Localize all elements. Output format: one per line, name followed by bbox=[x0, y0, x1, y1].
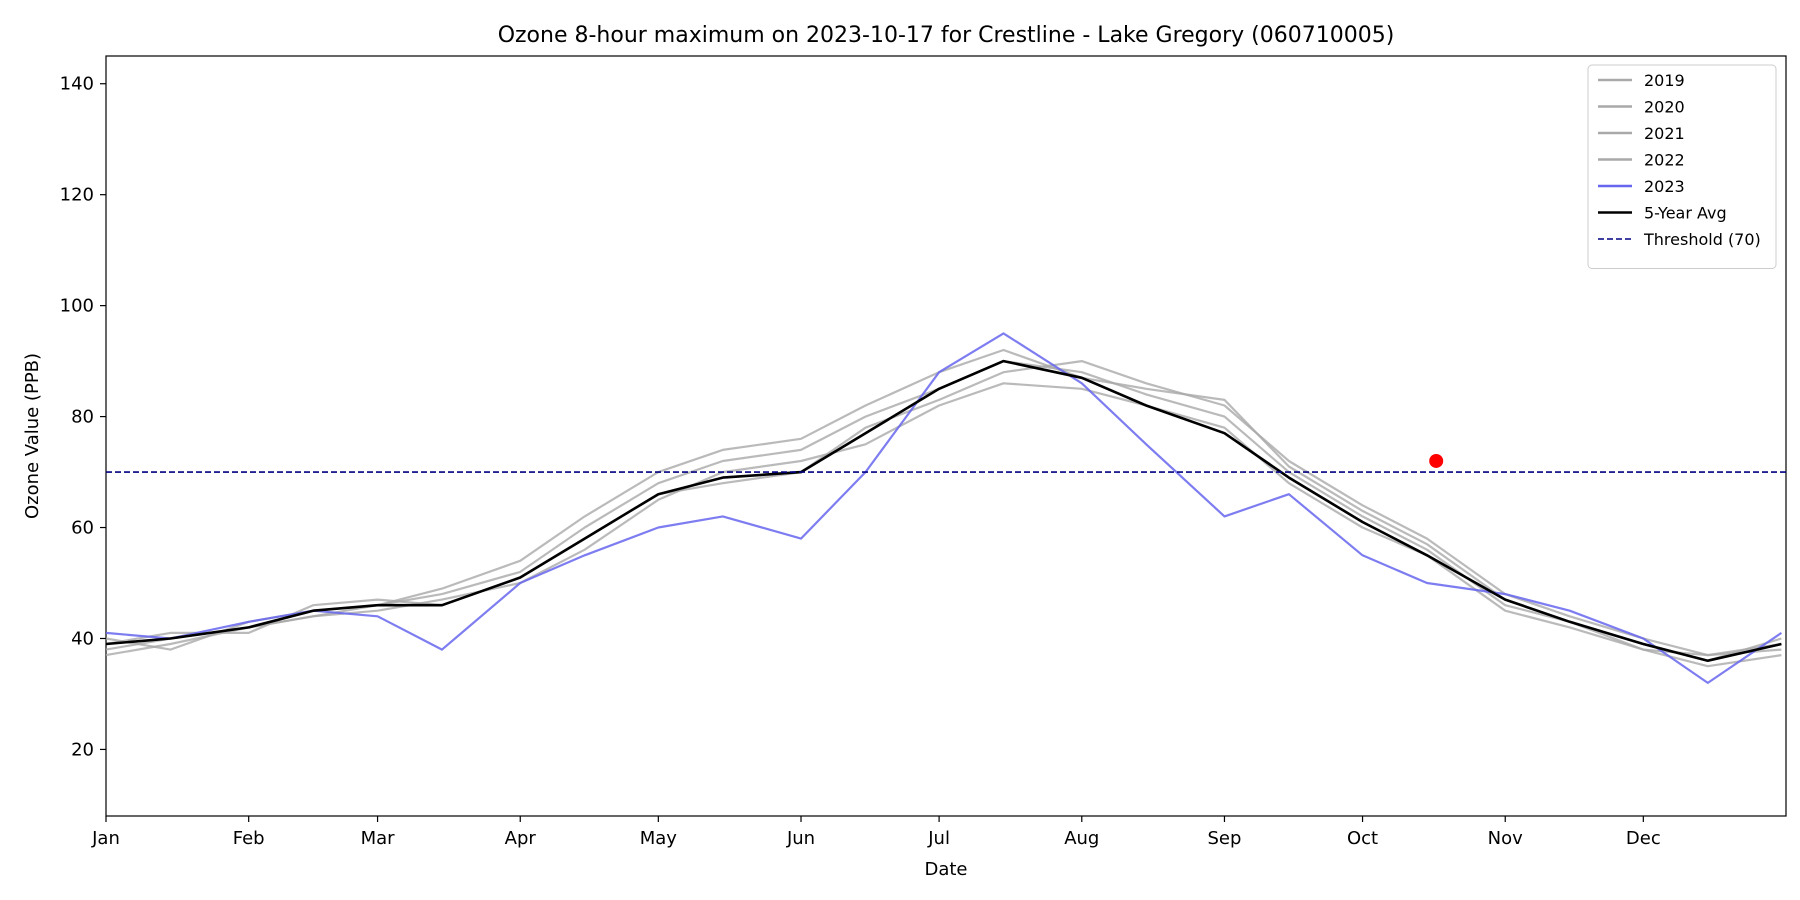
x-tick-label: Jun bbox=[786, 828, 815, 849]
legend-label: 2023 bbox=[1644, 177, 1685, 196]
axis-ticks: Jan Feb Mar Apr May Jun Jul Aug Sep Oct Nov Dec 20 40… bbox=[60, 74, 1661, 849]
legend-box bbox=[1587, 64, 1777, 269]
y-tick-label: 20 bbox=[71, 739, 94, 760]
y-tick-label: 80 bbox=[71, 407, 94, 428]
series-line-5-year-avg bbox=[105, 359, 1782, 663]
chart-title: Ozone 8-hour maximum on 2023-10-17 for C… bbox=[498, 23, 1395, 48]
y-tick-label: 100 bbox=[60, 296, 94, 317]
legend-label: Threshold (70) bbox=[1643, 230, 1761, 249]
y-tick-label: 40 bbox=[71, 628, 94, 649]
y-axis-title: Ozone Value (PPB) bbox=[22, 353, 43, 519]
plot-area bbox=[105, 55, 1787, 817]
y-tick-label: 140 bbox=[60, 74, 94, 95]
y-tick-label: 60 bbox=[71, 518, 94, 539]
x-tick-label: Jan bbox=[91, 828, 120, 849]
x-tick-label: Sep bbox=[1207, 828, 1241, 849]
highlight-point bbox=[1429, 453, 1444, 468]
x-tick-label: May bbox=[640, 828, 678, 849]
legend-label: 2022 bbox=[1644, 151, 1685, 170]
legend: 2019 2020 2021 2022 2023 5-Year Avg Threshold … bbox=[1587, 64, 1777, 269]
series-line-2019 bbox=[105, 382, 1782, 657]
x-tick-label: Apr bbox=[505, 828, 537, 849]
legend-label: 5-Year Avg bbox=[1644, 204, 1727, 223]
legend-label: 2020 bbox=[1644, 98, 1685, 117]
series-line-2023 bbox=[105, 332, 1783, 685]
x-tick-label: Feb bbox=[233, 828, 265, 849]
x-tick-label: Jul bbox=[927, 828, 950, 849]
series-layer bbox=[105, 332, 1783, 685]
x-tick-label: Nov bbox=[1488, 828, 1523, 849]
x-tick-label: Oct bbox=[1347, 828, 1378, 849]
legend-label: 2019 bbox=[1644, 71, 1685, 90]
x-tick-label: Mar bbox=[361, 828, 396, 849]
x-tick-label: Aug bbox=[1064, 828, 1099, 849]
y-tick-label: 120 bbox=[60, 185, 94, 206]
x-axis-title: Date bbox=[924, 859, 967, 880]
legend-label: 2021 bbox=[1644, 124, 1685, 143]
x-tick-label: Dec bbox=[1626, 828, 1661, 849]
marks-layer bbox=[106, 453, 1786, 473]
